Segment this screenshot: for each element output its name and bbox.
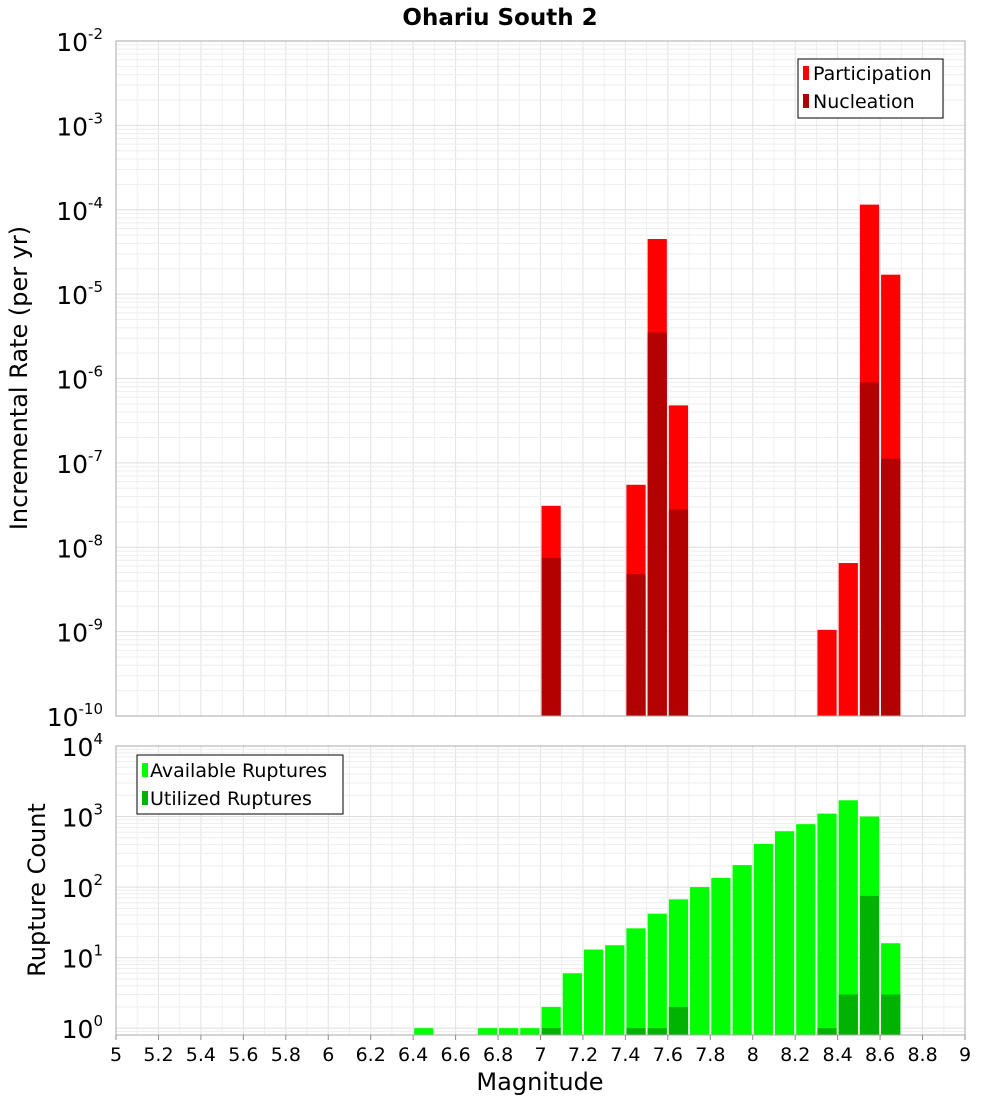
rate-plot-grid bbox=[115, 40, 966, 717]
bar-participation bbox=[838, 563, 858, 716]
y-tick-label: 102 bbox=[62, 871, 103, 903]
x-tick-label: 6 bbox=[322, 1044, 334, 1066]
bar-overlay-utilized-ruptures bbox=[668, 1006, 689, 1035]
x-tick-label: 7.8 bbox=[695, 1044, 725, 1066]
bar-overlay-nucleation bbox=[881, 458, 901, 716]
x-tick-label: 8.4 bbox=[823, 1044, 853, 1066]
x-tick-label: 6.8 bbox=[483, 1044, 513, 1066]
count-plot-x-label: Magnitude bbox=[476, 1068, 603, 1096]
bar-available-ruptures bbox=[626, 928, 646, 1035]
bar-overlay-utilized-ruptures bbox=[838, 994, 858, 1035]
count-plot-bars bbox=[414, 800, 901, 1035]
x-tick-label: 6.2 bbox=[356, 1044, 386, 1066]
bar-overlay-utilized-ruptures bbox=[859, 895, 880, 1035]
bar-overlay-nucleation bbox=[668, 509, 689, 716]
legend-label-utilized: Utilized Ruptures bbox=[150, 788, 312, 810]
x-tick-label: 5 bbox=[110, 1044, 122, 1066]
bar-available-ruptures bbox=[774, 831, 795, 1035]
bar-overlay-nucleation bbox=[626, 574, 646, 716]
bar-available-ruptures bbox=[668, 899, 689, 1035]
bar-participation bbox=[817, 629, 837, 716]
x-tick-label: 6.4 bbox=[398, 1044, 428, 1066]
legend-swatch-participation bbox=[803, 66, 809, 80]
rate-plot: 10-10 10-9 10-8 10-7 10-6 10-5 10-4 10-3 10-2 In… bbox=[5, 25, 966, 732]
bar-available-ruptures bbox=[753, 843, 773, 1035]
y-tick-label: 10-3 bbox=[56, 109, 103, 141]
x-tick-label: 5.4 bbox=[186, 1044, 216, 1066]
count-plot: 100 101 102 103 104 5 5.2 5.4 5.6 5.8 6 6.2 6.4 6.6 6… bbox=[23, 730, 971, 1096]
x-tick-label: 7.4 bbox=[610, 1044, 640, 1066]
x-tick-label: 7.2 bbox=[568, 1044, 598, 1066]
bar-available-ruptures bbox=[711, 877, 731, 1035]
bar-available-ruptures bbox=[605, 945, 625, 1035]
x-tick-label: 5.2 bbox=[143, 1044, 173, 1066]
chart-title: Ohariu South 2 bbox=[402, 5, 597, 31]
y-tick-label: 101 bbox=[62, 942, 103, 974]
count-plot-x-ticks: 5 5.2 5.4 5.6 5.8 6 6.2 6.4 6.6 6.8 7 7.2 7.4 7.6 7.8 8… bbox=[110, 1035, 971, 1066]
x-tick-label: 6.6 bbox=[440, 1044, 470, 1066]
bar-overlay-utilized-ruptures bbox=[881, 994, 901, 1035]
bar-available-ruptures bbox=[583, 949, 604, 1035]
bar-overlay-nucleation bbox=[647, 332, 667, 716]
x-tick-label: 5.8 bbox=[271, 1044, 301, 1066]
y-tick-label: 10-8 bbox=[56, 531, 103, 563]
bar-available-ruptures bbox=[690, 887, 710, 1035]
bar-available-ruptures bbox=[520, 1028, 540, 1035]
legend-swatch-nucleation bbox=[803, 94, 809, 108]
bar-available-ruptures bbox=[817, 813, 837, 1035]
y-tick-label: 10-2 bbox=[56, 25, 103, 57]
count-plot-legend: Available Ruptures Utilized Ruptures bbox=[136, 754, 344, 815]
bar-available-ruptures bbox=[541, 1006, 561, 1035]
x-tick-label: 7 bbox=[534, 1044, 546, 1066]
x-tick-label: 7.6 bbox=[653, 1044, 683, 1066]
rate-plot-frame bbox=[115, 40, 966, 717]
bar-overlay-utilized-ruptures bbox=[817, 1028, 837, 1035]
bar-available-ruptures bbox=[477, 1028, 498, 1035]
y-tick-label: 10-9 bbox=[56, 616, 103, 648]
y-tick-label: 10-7 bbox=[56, 447, 103, 479]
bar-available-ruptures bbox=[414, 1028, 434, 1035]
x-tick-label: 5.6 bbox=[228, 1044, 258, 1066]
y-tick-label: 104 bbox=[62, 730, 103, 762]
y-tick-label: 10-10 bbox=[47, 700, 103, 732]
rate-plot-y-label: Incremental Rate (per yr) bbox=[5, 226, 33, 530]
count-plot-y-ticks: 100 101 102 103 104 bbox=[62, 730, 103, 1044]
x-tick-label: 8.8 bbox=[907, 1044, 937, 1066]
x-tick-label: 9 bbox=[959, 1044, 971, 1066]
x-tick-label: 8.6 bbox=[865, 1044, 895, 1066]
y-tick-label: 103 bbox=[62, 801, 103, 833]
bar-overlay-nucleation bbox=[859, 382, 880, 716]
bar-available-ruptures bbox=[732, 865, 752, 1035]
bar-available-ruptures bbox=[796, 824, 816, 1035]
bar-available-ruptures bbox=[499, 1028, 519, 1035]
bar-overlay-utilized-ruptures bbox=[626, 1028, 646, 1035]
bar-overlay-utilized-ruptures bbox=[541, 1028, 561, 1035]
y-tick-label: 10-5 bbox=[56, 278, 103, 310]
bar-overlay-utilized-ruptures bbox=[647, 1028, 667, 1035]
rate-plot-legend: Participation Nucleation bbox=[797, 58, 944, 119]
y-tick-label: 100 bbox=[62, 1012, 103, 1044]
x-tick-label: 8 bbox=[747, 1044, 759, 1066]
legend-label-participation: Participation bbox=[813, 63, 932, 85]
bar-available-ruptures bbox=[562, 973, 582, 1035]
count-plot-y-label: Rupture Count bbox=[23, 803, 51, 977]
rate-plot-y-ticks: 10-10 10-9 10-8 10-7 10-6 10-5 10-4 10-3 10-2 bbox=[47, 25, 103, 732]
legend-swatch-available bbox=[142, 763, 148, 777]
legend-label-available: Available Ruptures bbox=[150, 760, 327, 782]
rate-plot-bars bbox=[541, 204, 901, 717]
y-tick-label: 10-4 bbox=[56, 194, 103, 226]
legend-label-nucleation: Nucleation bbox=[813, 91, 915, 113]
rate-plot-legend-box bbox=[797, 58, 944, 119]
bar-overlay-nucleation bbox=[541, 557, 561, 716]
count-plot-legend-box bbox=[136, 754, 344, 815]
x-tick-label: 8.2 bbox=[780, 1044, 810, 1066]
bar-available-ruptures bbox=[647, 913, 667, 1035]
legend-swatch-utilized bbox=[142, 791, 148, 805]
y-tick-label: 10-6 bbox=[56, 363, 103, 395]
bar-available-ruptures bbox=[838, 800, 858, 1035]
